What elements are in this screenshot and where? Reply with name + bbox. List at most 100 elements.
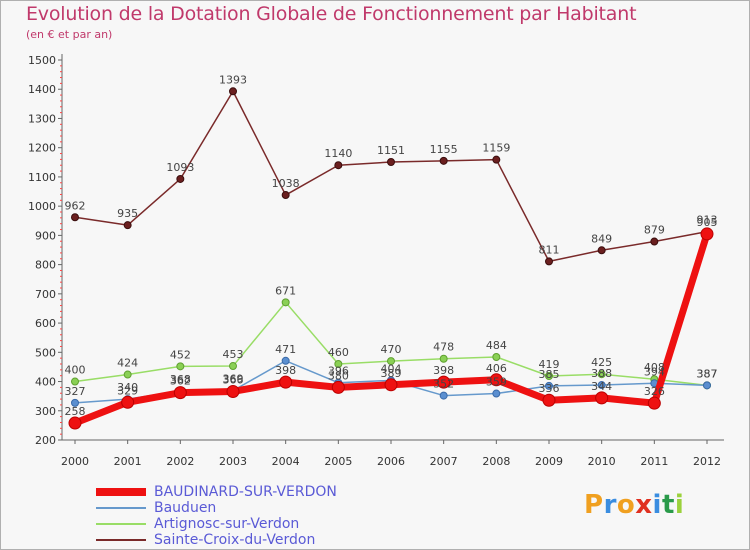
data-label-2: 671 <box>275 284 296 297</box>
data-point-2 <box>387 357 395 366</box>
data-label-1: 359 <box>486 376 507 389</box>
legend-label-artignosc: Artignosc-sur-Verdon <box>154 516 300 532</box>
x-tick-label: 2004 <box>272 455 300 468</box>
x-tick-label: 2010 <box>588 455 616 468</box>
data-point-1 <box>492 389 501 398</box>
series-layer <box>68 87 714 430</box>
data-label-1: 352 <box>433 378 454 391</box>
data-point-0 <box>542 393 556 407</box>
y-tick-label: 700 <box>35 288 56 301</box>
y-tick-label: 500 <box>35 346 56 359</box>
legend-swatch-artignosc <box>96 523 146 525</box>
data-label-1: 394 <box>644 365 665 378</box>
data-point-3 <box>545 257 553 266</box>
data-point-1 <box>71 398 79 407</box>
data-point-0 <box>68 416 82 430</box>
data-point-3 <box>650 237 659 246</box>
y-tick-label: 1400 <box>28 83 56 96</box>
data-label-2: 470 <box>381 343 402 356</box>
proxiti-logo: Proxiti <box>584 490 684 520</box>
data-point-3 <box>597 246 606 255</box>
data-point-0 <box>331 380 345 394</box>
x-tick-label: 2000 <box>61 455 89 468</box>
data-point-0 <box>384 378 398 392</box>
data-point-2 <box>123 370 132 379</box>
axes: 200 300 400 500 600 700 800 900 1000 1100 1200 1300… <box>28 54 724 468</box>
data-label-2: 460 <box>328 346 349 359</box>
x-tick-label: 2005 <box>324 455 352 468</box>
data-point-2 <box>229 362 237 371</box>
data-point-1 <box>597 381 606 390</box>
x-tick-label: 2002 <box>166 455 194 468</box>
logo-letter: i <box>674 490 685 520</box>
data-point-2 <box>281 298 290 307</box>
logo-letter: o <box>616 490 636 520</box>
x-tick-label: 2012 <box>693 455 721 468</box>
data-label-0: 380 <box>328 369 349 382</box>
logo-letter: r <box>603 490 617 520</box>
y-tick-label: 200 <box>35 434 56 447</box>
x-tick-label: 2009 <box>535 455 563 468</box>
x-tick-label: 2003 <box>219 455 247 468</box>
data-label-1: 404 <box>381 362 402 375</box>
data-point-2 <box>334 360 343 368</box>
data-label-0: 398 <box>433 364 454 377</box>
data-label-3: 1038 <box>272 177 300 190</box>
data-label-2: 425 <box>591 356 612 369</box>
data-point-3 <box>281 191 290 200</box>
data-label-3: 879 <box>644 224 665 237</box>
data-label-2: 419 <box>539 358 560 371</box>
data-label-0: 366 <box>223 373 244 386</box>
legend-label-sainte-croix: Sainte-Croix-du-Verdon <box>154 532 316 548</box>
series-line-3 <box>74 90 708 263</box>
legend-label-baudinard: BAUDINARD-SUR-VERDON <box>154 484 337 500</box>
data-point-1 <box>703 381 711 390</box>
y-tick-label: 600 <box>35 317 56 330</box>
data-label-2: 453 <box>223 348 244 361</box>
data-point-1 <box>545 381 553 390</box>
data-point-2 <box>71 377 79 386</box>
x-tick-label: 2001 <box>114 455 142 468</box>
data-point-2 <box>176 362 185 371</box>
data-label-0: 329 <box>117 384 138 397</box>
data-label-3: 849 <box>591 232 612 245</box>
data-point-3 <box>176 174 185 183</box>
logo-letter: i <box>652 490 662 520</box>
data-labels: 962 935 1093 1393 1038 1140 1151 1155 1159 811 849… <box>65 73 718 418</box>
data-point-0 <box>489 373 503 387</box>
data-point-0 <box>595 391 609 405</box>
data-point-3 <box>387 158 395 167</box>
data-label-1: 368 <box>170 373 191 386</box>
data-point-1 <box>281 356 290 365</box>
data-point-1 <box>439 391 448 400</box>
data-label-3: 913 <box>697 214 718 227</box>
x-tick-label: 2011 <box>640 455 668 468</box>
data-label-3: 1155 <box>430 143 458 156</box>
data-label-0: 344 <box>591 380 612 393</box>
legend-label-bauduen: Bauduen <box>154 500 217 516</box>
data-label-2: 452 <box>170 348 191 361</box>
data-point-0 <box>226 384 240 398</box>
y-tick-label: 1100 <box>28 171 56 184</box>
data-label-1: 387 <box>697 367 718 380</box>
data-label-0: 362 <box>170 375 191 388</box>
data-label-3: 1140 <box>324 147 352 160</box>
y-tick-label: 1000 <box>28 200 56 213</box>
data-label-3: 1093 <box>166 161 194 174</box>
data-label-0: 326 <box>644 385 665 398</box>
y-tick-label: 300 <box>35 405 56 418</box>
y-tick-label: 1200 <box>28 142 56 155</box>
data-point-0 <box>437 375 451 389</box>
x-tick-label: 2008 <box>482 455 510 468</box>
data-point-3 <box>334 161 343 170</box>
data-point-0 <box>173 386 187 400</box>
data-point-2 <box>545 371 553 380</box>
data-point-3 <box>229 87 237 96</box>
data-label-0: 336 <box>539 382 560 395</box>
y-tick-label: 900 <box>35 229 56 242</box>
data-label-3: 811 <box>539 243 560 256</box>
data-point-2 <box>439 354 448 363</box>
data-point-3 <box>439 156 448 165</box>
data-label-1: 340 <box>117 381 138 394</box>
